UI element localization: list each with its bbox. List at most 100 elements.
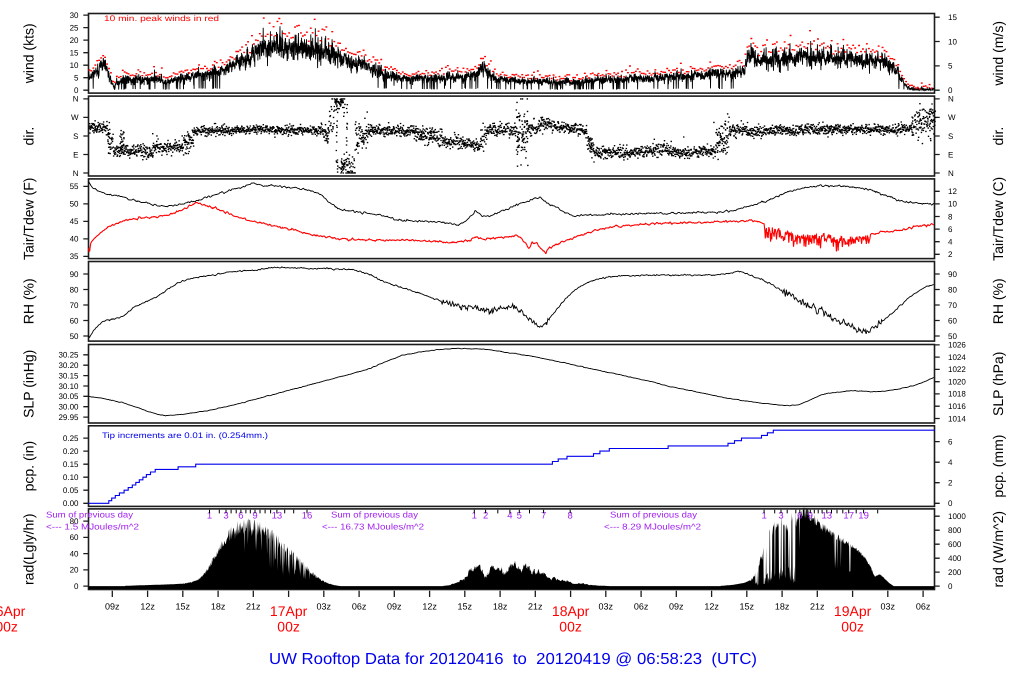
svg-text:1000: 1000 — [948, 512, 966, 521]
svg-text:E: E — [73, 150, 78, 159]
svg-text:30.25: 30.25 — [58, 351, 79, 360]
svg-text:6: 6 — [238, 511, 243, 522]
svg-text:RH (%): RH (%) — [21, 278, 37, 324]
svg-text:1: 1 — [207, 511, 212, 522]
svg-text:200: 200 — [948, 568, 962, 577]
svg-text:1: 1 — [472, 511, 477, 522]
svg-text:00z: 00z — [277, 619, 300, 635]
svg-text:06z: 06z — [352, 602, 367, 612]
svg-text:5: 5 — [517, 511, 522, 522]
svg-text:00z: 00z — [559, 619, 582, 635]
svg-text:Tip increments are 0.01 in. (0: Tip increments are 0.01 in. (0.254mm.) — [102, 431, 268, 440]
svg-text:16: 16 — [302, 511, 313, 522]
svg-text:13: 13 — [272, 511, 283, 522]
svg-text:45: 45 — [70, 217, 79, 226]
svg-text:18z: 18z — [211, 602, 226, 612]
svg-text:0: 0 — [74, 86, 79, 95]
svg-text:5: 5 — [948, 62, 953, 71]
svg-text:Tair/Tdew (F): Tair/Tdew (F) — [21, 178, 37, 260]
svg-text:1014: 1014 — [948, 414, 966, 423]
svg-text:12z: 12z — [704, 602, 719, 612]
svg-text:00z: 00z — [0, 619, 18, 635]
svg-text:20: 20 — [70, 36, 79, 45]
svg-text:12z: 12z — [140, 602, 155, 612]
svg-text:09z: 09z — [105, 602, 120, 612]
svg-text:15z: 15z — [740, 602, 755, 612]
svg-text:17: 17 — [843, 511, 854, 522]
svg-text:1: 1 — [761, 511, 766, 522]
svg-text:19Apr: 19Apr — [834, 603, 872, 619]
svg-text:6: 6 — [797, 511, 802, 522]
svg-text:pcp. (in): pcp. (in) — [21, 441, 37, 492]
svg-text:7: 7 — [541, 511, 546, 522]
svg-text:70: 70 — [70, 301, 79, 310]
svg-text:E: E — [948, 150, 953, 159]
svg-text:10: 10 — [948, 37, 957, 46]
svg-text:Sum of previous day: Sum of previous day — [46, 510, 134, 520]
svg-text:60: 60 — [948, 316, 957, 325]
svg-text:1022: 1022 — [948, 365, 966, 374]
svg-text:06z: 06z — [916, 602, 931, 612]
svg-text:1020: 1020 — [948, 378, 966, 387]
svg-text:0.20: 0.20 — [63, 447, 79, 456]
svg-text:1018: 1018 — [948, 390, 966, 399]
svg-text:<--- 8.29 MJoules/m^2: <--- 8.29 MJoules/m^2 — [604, 522, 701, 532]
svg-text:40: 40 — [70, 549, 79, 558]
svg-text:8: 8 — [948, 212, 953, 221]
svg-text:9: 9 — [252, 511, 257, 522]
svg-text:4: 4 — [948, 238, 953, 247]
svg-text:21z: 21z — [246, 602, 261, 612]
svg-text:09z: 09z — [669, 602, 684, 612]
svg-text:2: 2 — [948, 250, 953, 259]
svg-text:800: 800 — [948, 526, 962, 535]
svg-text:1016: 1016 — [948, 402, 966, 411]
svg-text:N: N — [948, 169, 954, 178]
svg-text:80: 80 — [948, 285, 957, 294]
svg-text:18z: 18z — [775, 602, 790, 612]
svg-text:RH (%): RH (%) — [990, 278, 1006, 324]
svg-text:29.95: 29.95 — [58, 413, 79, 422]
svg-text:15: 15 — [70, 49, 79, 58]
svg-text:<--- 16.73 MJoules/m^2: <--- 16.73 MJoules/m^2 — [322, 522, 424, 532]
svg-text:1024: 1024 — [948, 353, 966, 362]
svg-text:9: 9 — [808, 511, 813, 522]
svg-text:12: 12 — [948, 187, 957, 196]
svg-text:wind (m/s): wind (m/s) — [990, 21, 1006, 87]
svg-text:N: N — [73, 169, 79, 178]
svg-text:6: 6 — [948, 437, 953, 446]
svg-text:4: 4 — [948, 458, 953, 467]
svg-text:SLP (inHg): SLP (inHg) — [21, 350, 37, 418]
svg-text:W: W — [71, 113, 79, 122]
svg-text:S: S — [948, 132, 953, 141]
svg-text:03z: 03z — [599, 602, 614, 612]
svg-text:55: 55 — [70, 182, 79, 191]
svg-text:0: 0 — [948, 582, 953, 591]
svg-text:2: 2 — [948, 479, 953, 488]
svg-text:0.10: 0.10 — [63, 473, 79, 482]
svg-text:N: N — [73, 95, 79, 104]
svg-text:0.15: 0.15 — [63, 460, 79, 469]
svg-text:16Apr: 16Apr — [0, 603, 26, 619]
svg-text:60: 60 — [70, 533, 79, 542]
svg-text:10: 10 — [70, 61, 79, 70]
svg-text:3: 3 — [223, 511, 228, 522]
svg-text:09z: 09z — [387, 602, 402, 612]
svg-text:Tair/Tdew (C): Tair/Tdew (C) — [990, 177, 1006, 261]
svg-text:dir.: dir. — [990, 127, 1006, 146]
svg-text:19: 19 — [858, 511, 869, 522]
svg-text:12z: 12z — [422, 602, 437, 612]
svg-text:S: S — [73, 132, 78, 141]
svg-text:40: 40 — [70, 235, 79, 244]
svg-text:20: 20 — [70, 566, 79, 575]
svg-text:rad (W/m^2): rad (W/m^2) — [990, 511, 1006, 588]
svg-text:0.00: 0.00 — [63, 499, 79, 508]
svg-text:30.00: 30.00 — [58, 403, 79, 412]
svg-text:dir.: dir. — [21, 127, 37, 146]
svg-text:30: 30 — [70, 11, 79, 20]
svg-text:0.25: 0.25 — [63, 434, 79, 443]
svg-text:5: 5 — [74, 74, 79, 83]
svg-text:30.10: 30.10 — [58, 382, 79, 391]
svg-text:0: 0 — [948, 499, 953, 508]
svg-text:90: 90 — [948, 270, 957, 279]
svg-text:70: 70 — [948, 301, 957, 310]
